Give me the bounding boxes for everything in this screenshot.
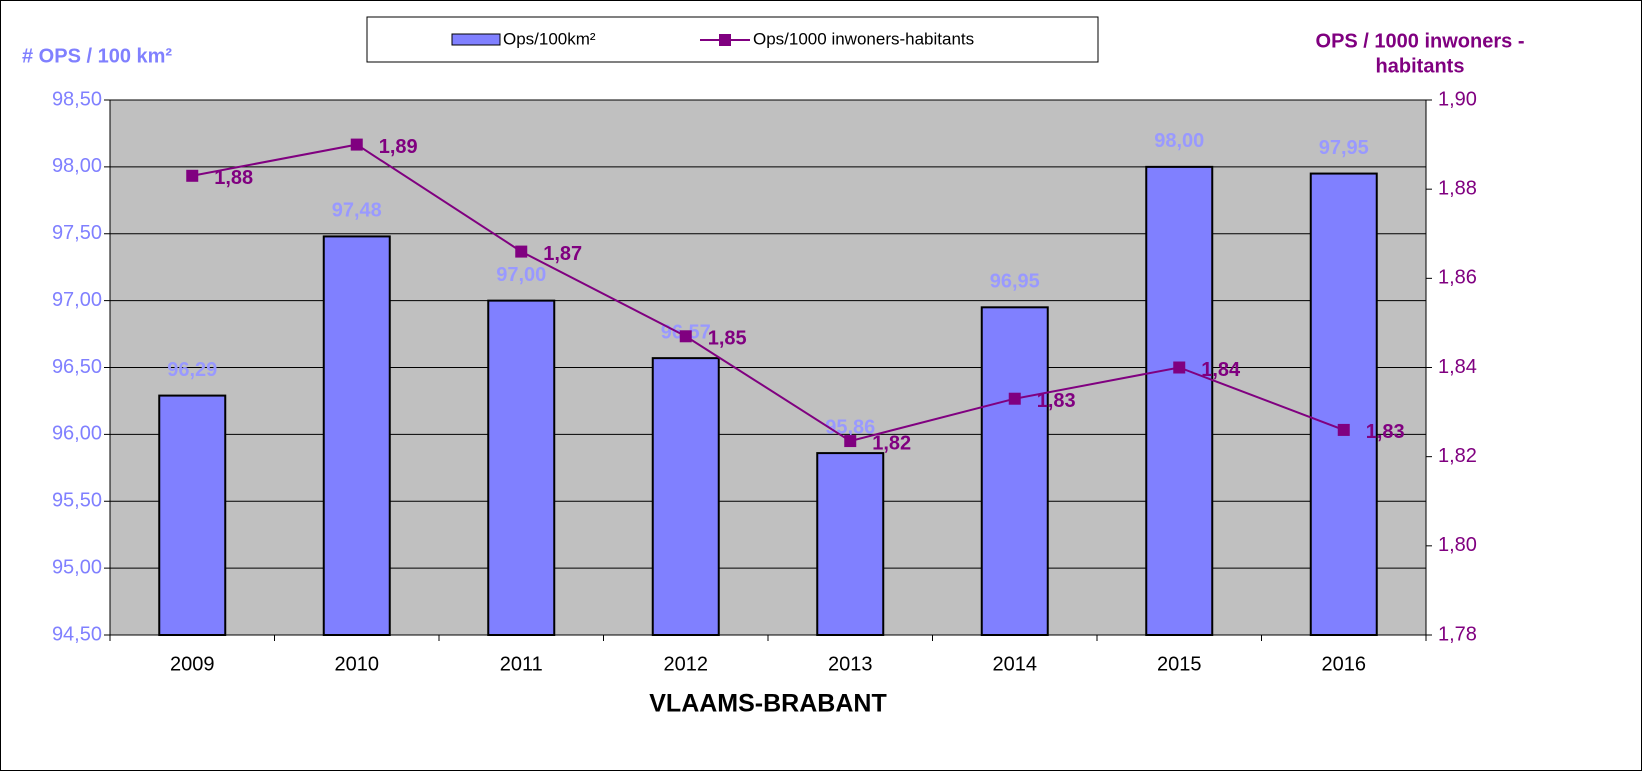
- line: [192, 143, 1345, 443]
- x-tick-label: 2014: [993, 653, 1038, 675]
- line-value-label: 1,83: [1037, 390, 1076, 412]
- line-marker: [1008, 392, 1021, 405]
- bar-value-label: 97,95: [1319, 137, 1369, 159]
- y-tick-label: 94,50: [52, 623, 102, 645]
- line-marker: [350, 138, 363, 151]
- bar: [651, 357, 720, 636]
- y-tick-label: 95,50: [52, 490, 102, 512]
- legend-marker: [719, 34, 731, 46]
- line-value-label: 1,84: [1201, 359, 1241, 381]
- y-tick-label: 97,50: [52, 222, 102, 244]
- bar-value-label: 97,48: [332, 200, 382, 222]
- y2-tick-label: 1,86: [1438, 267, 1477, 289]
- y2-tick-label: 1,82: [1438, 445, 1477, 467]
- line-value-label: 1,83: [1366, 421, 1405, 443]
- bar: [816, 452, 885, 636]
- y2-tick-label: 1,80: [1438, 534, 1477, 556]
- legend-label: Ops/100km²: [503, 29, 596, 48]
- x-tick-label: 2013: [828, 653, 873, 675]
- y2-tick-label: 1,84: [1438, 356, 1477, 378]
- y-axis-title: # OPS / 100 km²: [22, 45, 172, 67]
- y-tick-label: 96,00: [52, 423, 102, 445]
- line-marker: [515, 245, 528, 258]
- bar: [980, 306, 1049, 636]
- x-tick-label: 2011: [500, 653, 543, 675]
- line-value-label: 1,87: [543, 243, 582, 265]
- line-marker: [1337, 423, 1350, 436]
- bar-value-label: 97,00: [496, 264, 546, 286]
- x-tick-label: 2015: [1157, 653, 1202, 675]
- bar: [322, 235, 391, 637]
- bar: [487, 299, 556, 636]
- x-axis-title: VLAAMS-BRABANT: [649, 690, 886, 718]
- line-marker: [1173, 361, 1186, 374]
- x-tick-label: 2016: [1322, 653, 1367, 675]
- line-marker: [679, 330, 692, 343]
- line-value-label: 1,89: [379, 136, 418, 158]
- bar: [1145, 165, 1214, 636]
- bar-value-label: 96,29: [167, 359, 217, 381]
- bar-value-label: 96,95: [990, 271, 1040, 293]
- y-tick-label: 97,00: [52, 289, 102, 311]
- bar-value-label: 98,00: [1154, 130, 1204, 152]
- y2-axis-title: OPS / 1000 inwoners -: [1316, 30, 1525, 52]
- legend-label: Ops/1000 inwoners-habitants: [753, 29, 974, 48]
- y-tick-label: 96,50: [52, 356, 102, 378]
- y2-axis-title: habitants: [1376, 55, 1465, 77]
- line-marker: [844, 435, 857, 448]
- x-tick-label: 2012: [664, 653, 709, 675]
- y-tick-label: 98,00: [52, 155, 102, 177]
- line-value-label: 1,82: [872, 432, 911, 454]
- y2-tick-label: 1,88: [1438, 177, 1477, 199]
- legend-swatch: [451, 33, 501, 46]
- y-tick-label: 98,50: [52, 88, 102, 110]
- bar: [1309, 172, 1378, 636]
- line-value-label: 1,85: [708, 328, 747, 350]
- x-tick-label: 2010: [335, 653, 380, 675]
- y2-tick-label: 1,90: [1438, 88, 1477, 110]
- y-tick-label: 95,00: [52, 556, 102, 578]
- line-marker: [186, 169, 199, 182]
- x-tick-label: 2009: [170, 653, 215, 675]
- line-value-label: 1,88: [214, 167, 253, 189]
- bar: [158, 394, 227, 636]
- y2-tick-label: 1,78: [1438, 623, 1477, 645]
